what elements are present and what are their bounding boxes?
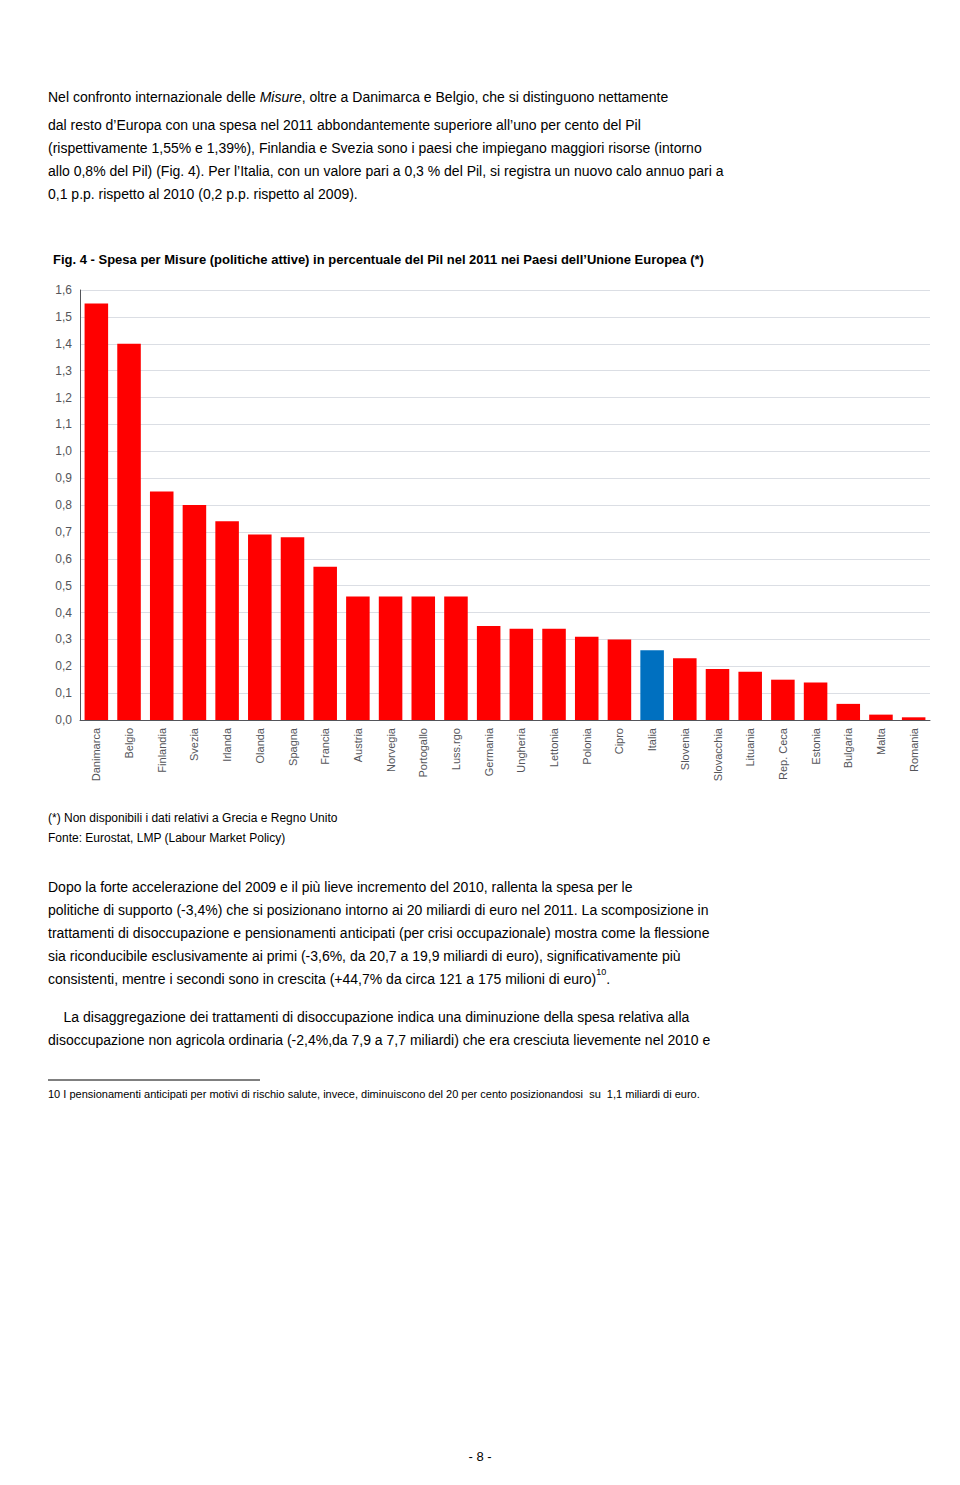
svg-text:politiche di supporto (-3,4%): politiche di supporto (-3,4%) che si pos…: [48, 902, 708, 918]
svg-text:1,4: 1,4: [55, 337, 72, 351]
svg-text:Ungheria: Ungheria: [515, 727, 527, 773]
svg-text:Norvegia: Norvegia: [385, 727, 397, 772]
svg-text:Svezia: Svezia: [188, 727, 200, 761]
svg-text:Lituania: Lituania: [744, 727, 756, 766]
svg-text:0,1: 0,1: [55, 686, 72, 700]
svg-text:Polonia: Polonia: [581, 727, 593, 765]
svg-text:trattamenti di disoccupazione: trattamenti di disoccupazione e pensiona…: [48, 925, 710, 941]
svg-text:0,9: 0,9: [55, 471, 72, 485]
svg-text:Fonte: Eurostat, LMP (Labour M: Fonte: Eurostat, LMP (Labour Market Poli…: [48, 831, 285, 845]
svg-text:sia riconducibile esclusivamen: sia riconducibile esclusivamente ai prim…: [48, 948, 681, 964]
svg-text:0,5: 0,5: [55, 579, 72, 593]
svg-text:Portogallo: Portogallo: [417, 728, 429, 778]
svg-text:Malta: Malta: [875, 727, 887, 755]
svg-text:Bulgaria: Bulgaria: [842, 727, 854, 768]
svg-text:Estonia: Estonia: [810, 727, 822, 765]
svg-text:10 I pensionamenti anticipati: 10 I pensionamenti anticipati per motivi…: [48, 1088, 700, 1100]
svg-text:1,1: 1,1: [55, 417, 72, 431]
svg-text:- 8 -: - 8 -: [468, 1449, 491, 1464]
svg-text:Fig. 4 - Spesa per Misure (pol: Fig. 4 - Spesa per Misure (politiche att…: [53, 252, 704, 267]
svg-text:Francia: Francia: [319, 727, 331, 765]
svg-text:Irlanda: Irlanda: [221, 727, 233, 762]
svg-text:1,2: 1,2: [55, 391, 72, 405]
svg-text:Misure: Misure: [260, 89, 302, 105]
svg-text:Luss.rgo: Luss.rgo: [450, 728, 462, 770]
svg-text:1,3: 1,3: [55, 364, 72, 378]
svg-text:Dopo la forte accelerazione de: Dopo la forte accelerazione del 2009 e i…: [48, 879, 633, 895]
svg-text:0,1 p.p. rispetto al 2010 (0,2: 0,1 p.p. rispetto al 2010 (0,2 p.p. risp…: [48, 186, 358, 202]
svg-text:La disaggregazione dei trattam: La disaggregazione dei trattamenti di di…: [48, 1009, 690, 1025]
svg-text:Slovenia: Slovenia: [679, 727, 691, 770]
svg-text:Spagna: Spagna: [287, 727, 299, 766]
svg-text:0,4: 0,4: [55, 606, 72, 620]
svg-text:Cipro: Cipro: [613, 728, 625, 754]
svg-text:, oltre a Danimarca e Belgio,: , oltre a Danimarca e Belgio, che si dis…: [302, 89, 669, 105]
svg-text:0,6: 0,6: [55, 552, 72, 566]
svg-text:(rispettivamente 1,55% e 1,39%: (rispettivamente 1,55% e 1,39%), Finland…: [48, 140, 702, 156]
svg-text:allo 0,8% del Pil) (Fig. 4). P: allo 0,8% del Pil) (Fig. 4). Per l’Itali…: [48, 163, 724, 179]
svg-text:Finlandia: Finlandia: [156, 727, 168, 773]
svg-text:Slovacchia: Slovacchia: [712, 727, 724, 781]
svg-text:.: .: [606, 971, 610, 987]
svg-text:0,7: 0,7: [55, 525, 72, 539]
svg-text:Italia: Italia: [646, 727, 658, 751]
svg-text:Nel confronto internazionale d: Nel confronto internazionale delle: [48, 89, 260, 105]
svg-text:10: 10: [596, 967, 606, 977]
svg-text:Austria: Austria: [352, 727, 364, 762]
svg-text:Lettonia: Lettonia: [548, 727, 560, 767]
svg-text:Olanda: Olanda: [254, 727, 266, 763]
svg-text:Romania: Romania: [908, 727, 920, 772]
svg-text:1,0: 1,0: [55, 444, 72, 458]
svg-text:0,8: 0,8: [55, 498, 72, 512]
svg-text:0,0: 0,0: [55, 713, 72, 727]
svg-text:1,6: 1,6: [55, 283, 72, 297]
svg-text:0,2: 0,2: [55, 659, 72, 673]
svg-text:Belgio: Belgio: [123, 728, 135, 759]
svg-text:(*) Non disponibili i dati rel: (*) Non disponibili i dati relativi a Gr…: [48, 811, 338, 825]
svg-text:dal resto d’Europa con una spe: dal resto d’Europa con una spesa nel 201…: [48, 117, 641, 133]
svg-text:consistenti, mentre i secondi: consistenti, mentre i secondi sono in cr…: [48, 971, 596, 987]
svg-text:Rep. Ceca: Rep. Ceca: [777, 727, 789, 780]
svg-text:0,3: 0,3: [55, 632, 72, 646]
svg-text:Danimarca: Danimarca: [90, 727, 102, 781]
svg-text:Germania: Germania: [483, 727, 495, 776]
svg-text:disoccupazione non agricola or: disoccupazione non agricola ordinaria (-…: [48, 1032, 710, 1048]
svg-text:1,5: 1,5: [55, 310, 72, 324]
